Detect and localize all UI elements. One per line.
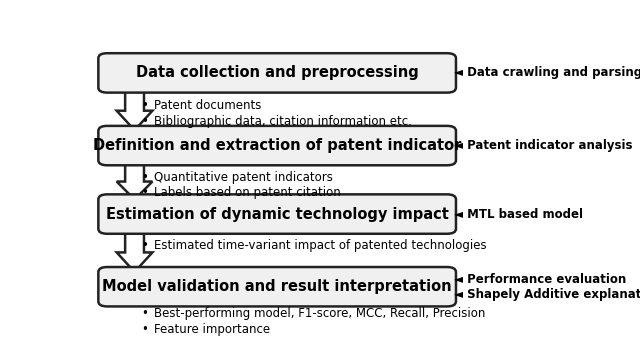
Text: Definition and extraction of patent indicator: Definition and extraction of patent indi… — [93, 138, 461, 153]
Polygon shape — [116, 229, 152, 272]
FancyBboxPatch shape — [99, 53, 456, 93]
Text: •: • — [141, 186, 148, 199]
FancyBboxPatch shape — [99, 126, 456, 165]
Text: Data collection and preprocessing: Data collection and preprocessing — [136, 65, 419, 81]
Text: •: • — [141, 239, 148, 252]
Text: Estimation of dynamic technology impact: Estimation of dynamic technology impact — [106, 207, 449, 221]
Text: •: • — [141, 115, 148, 128]
Text: Bibliographic data, citation information etc.: Bibliographic data, citation information… — [154, 115, 412, 128]
Text: Quantitative patent indicators: Quantitative patent indicators — [154, 171, 333, 184]
Text: •: • — [141, 171, 148, 184]
Text: •: • — [141, 99, 148, 113]
Text: ◄ Performance evaluation
◄ Shapely Additive explanation: ◄ Performance evaluation ◄ Shapely Addit… — [454, 273, 640, 301]
Polygon shape — [116, 160, 152, 200]
Text: Best-performing model, F1-score, MCC, Recall, Precision: Best-performing model, F1-score, MCC, Re… — [154, 307, 486, 320]
Text: ◄ Data crawling and parsing: ◄ Data crawling and parsing — [454, 66, 640, 79]
Text: ◄ MTL based model: ◄ MTL based model — [454, 208, 584, 221]
Text: Feature importance: Feature importance — [154, 322, 271, 335]
Text: Model validation and result interpretation: Model validation and result interpretati… — [102, 279, 452, 294]
Text: Estimated time-variant impact of patented technologies: Estimated time-variant impact of patente… — [154, 239, 487, 252]
Text: •: • — [141, 322, 148, 335]
FancyBboxPatch shape — [99, 194, 456, 234]
Text: ◄ Patent indicator analysis: ◄ Patent indicator analysis — [454, 139, 633, 152]
Text: •: • — [141, 307, 148, 320]
Text: Patent documents: Patent documents — [154, 99, 262, 113]
Text: Labels based on patent citation: Labels based on patent citation — [154, 186, 341, 199]
Polygon shape — [116, 87, 152, 130]
FancyBboxPatch shape — [99, 267, 456, 306]
